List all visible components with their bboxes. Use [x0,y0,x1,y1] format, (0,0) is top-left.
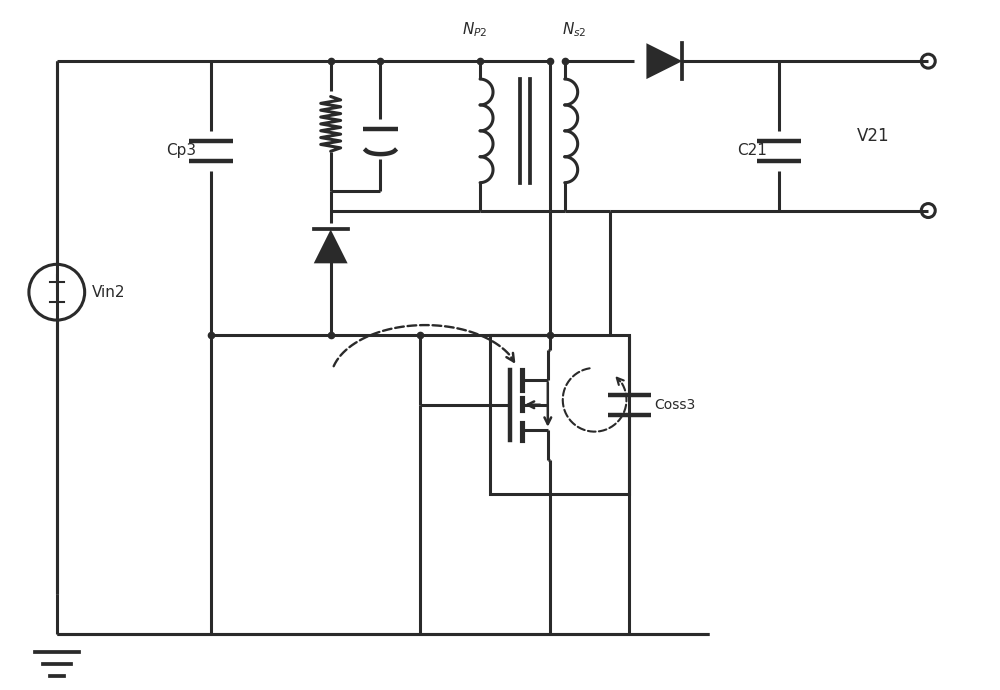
Text: Coss3: Coss3 [654,397,696,412]
Text: $N_{s2}$: $N_{s2}$ [562,21,587,39]
Polygon shape [646,43,682,79]
Text: Cp3: Cp3 [166,144,196,158]
Text: V21: V21 [857,127,890,145]
Text: C21: C21 [737,144,767,158]
Circle shape [921,55,935,68]
Text: $N_{P2}$: $N_{P2}$ [462,21,488,39]
Polygon shape [314,230,348,264]
Text: Vin2: Vin2 [92,285,125,299]
Circle shape [921,204,935,217]
